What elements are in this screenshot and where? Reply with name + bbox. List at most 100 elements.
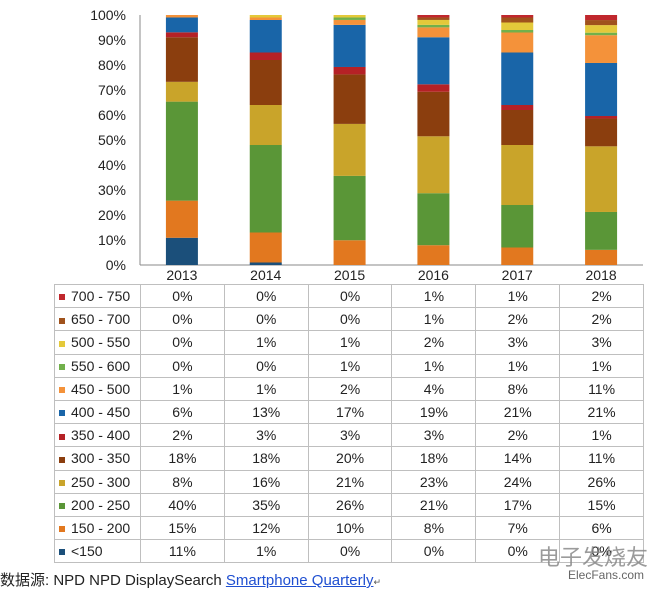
bar-segment [585,15,618,21]
bar-segment [417,19,450,25]
table-row: 250 - 300 8% 16% 21% 23% 24% 26% [54,469,644,494]
legend-label: <150 [71,543,103,560]
table-row: 550 - 600 0% 0% 1% 1% 1% 1% [54,353,644,378]
table-row: 350 - 400 2% 3% 3% 3% 2% 1% [54,423,644,448]
legend-label: 550 - 600 [71,357,131,374]
table-cell: 0% [307,283,393,309]
y-tick-label: 10% [98,232,126,248]
table-cell: 15% [140,515,225,541]
table-cell: 1% [391,353,477,378]
legend-swatch [59,479,65,486]
legend-swatch [59,387,65,394]
table-cell: 11% [140,539,225,564]
watermark-logo-text: 电子发烧友 [538,546,649,571]
bar-segment [417,91,450,137]
table-cell: 3% [307,423,393,448]
y-tick-label: 100% [90,7,126,23]
legend-entry: 150 - 200 [54,515,141,541]
bar-segment [417,24,450,28]
bar-segment [417,17,450,20]
y-tick-label: 40% [98,157,126,173]
table-cell: 20% [307,446,393,471]
y-tick-label: 90% [98,32,126,48]
table-cell: 8% [475,376,561,401]
table-cell: 0% [140,330,225,355]
table-cell: 11% [559,376,644,401]
bar-segment [333,15,366,18]
table-cell: 1% [559,423,644,448]
table-row: 450 - 500 1% 1% 2% 4% 8% 11% [54,376,644,401]
bar-segment [333,123,366,176]
legend-label: 400 - 450 [71,404,131,421]
table-row: <150 11% 1% 0% 0% 0% 0% [54,539,644,564]
table-cell: 0% [223,283,309,309]
table-cell: 2% [475,307,561,332]
bar-segment [249,145,282,233]
bar-segment [249,20,282,53]
legend-swatch [59,340,65,347]
bar-segment [165,200,198,238]
bar-segment [501,52,534,105]
bar-segment [501,22,534,30]
bar-segment [501,247,534,265]
table-cell: 8% [391,515,477,541]
table-cell: 1% [391,307,477,332]
table-cell: 2% [559,307,644,332]
bar-segment [165,237,198,265]
bar-segment [417,15,450,18]
legend-entry: 550 - 600 [54,353,141,378]
legend-entry: 650 - 700 [54,307,141,332]
table-cell: 18% [223,446,309,471]
table-cell: 14% [475,446,561,471]
bar-segment [333,175,366,241]
bar-segment [249,17,282,20]
table-cell: 1% [559,353,644,378]
table-row: 400 - 450 6% 13% 17% 19% 21% 21% [54,399,644,425]
legend-label: 350 - 400 [71,427,131,444]
bar-segment [501,205,534,248]
table-cell: 13% [223,399,309,425]
legend-entry: 300 - 350 [54,446,141,471]
source-link[interactable]: Smartphone Quarterly [225,572,374,589]
table-cell: 3% [559,330,644,355]
table-row: 200 - 250 40% 35% 26% 21% 17% 15% [54,492,644,517]
legend-swatch [59,363,65,370]
x-tick-label: 2013 [166,267,197,283]
legend-entry: 350 - 400 [54,423,141,448]
table-cell: 0% [140,353,225,378]
table-cell: 18% [140,446,225,471]
watermark-logo: 电子发烧友 ElecFans.com [538,540,650,586]
bar-segment [501,105,534,110]
table-cell: 23% [391,469,477,494]
table-cell: 18% [391,446,477,471]
legend-label: 650 - 700 [71,311,131,328]
table-cell: 3% [475,330,561,355]
table-cell: 0% [307,539,393,564]
legend-label: 150 - 200 [71,519,131,536]
legend-entry: 200 - 250 [54,492,141,517]
legend-entry: 400 - 450 [54,399,141,425]
table-cell: 0% [391,539,477,564]
legend-swatch [59,410,65,417]
table-cell: 24% [475,469,561,494]
bar-segment [585,211,618,250]
table-cell: 1% [223,376,309,401]
legend-label: 450 - 500 [71,380,131,397]
bar-segment [585,35,618,63]
table-row: 300 - 350 18% 18% 20% 18% 14% 11% [54,446,644,471]
legend-label: 250 - 300 [71,473,131,490]
table-cell: 6% [140,399,225,425]
bar-segment [249,60,282,105]
bar-segment [585,116,618,119]
bar-segment [501,32,534,53]
table-cell: 0% [140,307,225,332]
table-cell: 21% [559,399,644,425]
table-cell: 0% [223,307,309,332]
stacked-bar-chart: 0% 10% 20% 30% 40% 50% 60% 70% 80% 90% 100% 2013 201… [90,7,643,283]
table-cell: 0% [475,539,561,564]
x-tick-label: 2017 [502,267,533,283]
bar-segment [501,17,534,23]
paragraph-mark: ↵ [373,577,382,587]
legend-entry: 450 - 500 [54,376,141,401]
table-cell: 2% [307,376,393,401]
